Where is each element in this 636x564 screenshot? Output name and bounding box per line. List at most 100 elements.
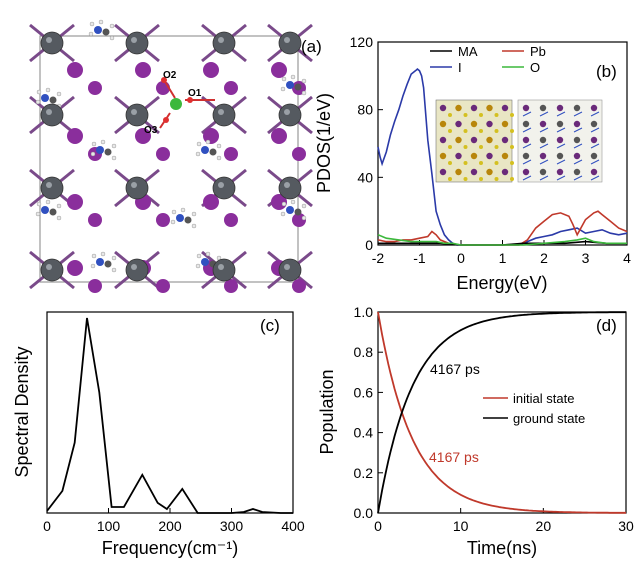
- atom-label-o3: O3: [144, 125, 158, 136]
- inset1-atom: [501, 104, 509, 112]
- inset1-density: [479, 129, 483, 133]
- panel-d-population: 0 10 20 30 0.0 0.2 0.4 0.6 0.8 1.0 (d) 4167 ps 41…: [317, 304, 634, 558]
- lead-atom: [40, 31, 64, 55]
- inset2-bond: [573, 143, 583, 149]
- inset2-atom: [539, 168, 547, 176]
- legend-initial: initial state: [513, 391, 574, 406]
- inset1-atom: [470, 168, 478, 176]
- lead-highlight: [131, 109, 137, 115]
- pdos-xtick-label: 0: [457, 250, 465, 266]
- hydrogen-atom: [109, 23, 115, 29]
- inset2-bond: [556, 127, 566, 133]
- pdos-xtick-label: -1: [413, 250, 426, 266]
- lead-atom: [278, 258, 302, 282]
- pdos-ytick-label: 0: [365, 237, 373, 253]
- inset1-atom: [486, 120, 493, 128]
- pdos-series-o: [377, 234, 627, 246]
- pdos-xtick-label: 1: [499, 250, 507, 266]
- inset1-density: [510, 113, 514, 117]
- pdos-inset: [435, 99, 603, 183]
- inset2-bond: [539, 127, 549, 133]
- inset2-atom: [590, 136, 598, 144]
- o2-atom: [161, 77, 167, 83]
- lead-highlight: [46, 264, 52, 270]
- inset1-density: [494, 177, 499, 181]
- lead-atom: [212, 31, 236, 55]
- hydrogen-atom: [109, 35, 115, 41]
- lead-atom: [40, 103, 64, 127]
- lead-atom: [212, 176, 236, 200]
- hydrogen-atom: [56, 91, 62, 97]
- lead-highlight: [46, 109, 52, 115]
- lead-atom: [212, 103, 236, 127]
- iodine-atom: [203, 194, 219, 210]
- inset1-density: [510, 177, 514, 181]
- lead-atom: [125, 176, 149, 200]
- carbon-atom: [102, 28, 110, 36]
- iodine-atom: [88, 213, 102, 227]
- lead-highlight: [131, 264, 137, 270]
- lead-highlight: [46, 182, 52, 188]
- inset1-density: [479, 177, 483, 181]
- spectral-xtick-label: 100: [97, 518, 121, 534]
- lead-highlight: [218, 264, 224, 270]
- atom-label-o1: O1: [188, 88, 202, 99]
- inset2-atom: [539, 152, 547, 160]
- iodine-atom: [88, 81, 102, 95]
- hydrogen-atom: [301, 90, 307, 96]
- spectral-xtick-label: 200: [158, 518, 182, 534]
- hydrogen-atom: [301, 215, 307, 221]
- population-ytick-label: 0.6: [354, 384, 374, 400]
- nitrogen-atom: [286, 206, 294, 214]
- hydrogen-atom: [290, 74, 296, 80]
- inset2-bond: [522, 127, 532, 133]
- iodine-atom: [135, 128, 151, 144]
- hydrogen-atom: [111, 143, 117, 149]
- inset1-atom: [470, 104, 478, 112]
- lead-atom: [212, 258, 236, 282]
- pdos-ytick-label: 120: [350, 34, 374, 50]
- panel-b-legend: MA Pb I O: [430, 44, 546, 75]
- hydrogen-atom: [111, 155, 117, 161]
- inset1-density: [510, 145, 514, 149]
- inset1-density: [479, 113, 483, 117]
- inset2-atom: [590, 168, 598, 176]
- carbon-atom: [104, 148, 112, 156]
- inset2-bond: [590, 175, 600, 181]
- inset1-atom: [501, 168, 509, 176]
- lead-highlight: [284, 264, 290, 270]
- inset2-bond: [590, 111, 600, 117]
- hydrogen-atom: [196, 253, 202, 259]
- inset1-atom: [455, 104, 462, 112]
- inset2-bond: [556, 159, 566, 165]
- iodine-atom: [67, 260, 83, 276]
- inset2-atom: [573, 104, 581, 112]
- inset1-density: [448, 177, 452, 181]
- inset1-atom: [439, 152, 447, 160]
- inset1-density: [479, 145, 483, 149]
- inset1-density: [479, 161, 483, 165]
- hydrogen-atom: [171, 209, 177, 215]
- inset1-atom: [470, 136, 478, 144]
- pdos-ytick-label: 40: [357, 169, 373, 185]
- pdos-series-pb: [377, 210, 628, 246]
- carbon-atom: [184, 216, 192, 224]
- panel-a-structure: (a) O2 O1 O3: [29, 19, 322, 293]
- initial-state-line: [377, 311, 626, 514]
- hydrogen-atom: [88, 31, 94, 37]
- panel-d-ylabel: Population: [317, 369, 337, 454]
- pdos-xtick-label: 3: [582, 250, 590, 266]
- inset2-atom: [539, 136, 547, 144]
- hydrogen-atom: [36, 89, 42, 95]
- iodine-atom: [224, 213, 238, 227]
- annotation-initial: 4167 ps: [429, 449, 479, 465]
- hydrogen-atom: [280, 211, 286, 217]
- inset2-atom: [556, 120, 564, 128]
- inset2-bond: [573, 175, 583, 181]
- inset2-atom: [556, 104, 564, 112]
- hydrogen-atom: [205, 251, 211, 257]
- pdos-xtick-label: -2: [372, 250, 385, 266]
- iodine-atom: [156, 279, 170, 293]
- inset2-atom: [573, 136, 581, 144]
